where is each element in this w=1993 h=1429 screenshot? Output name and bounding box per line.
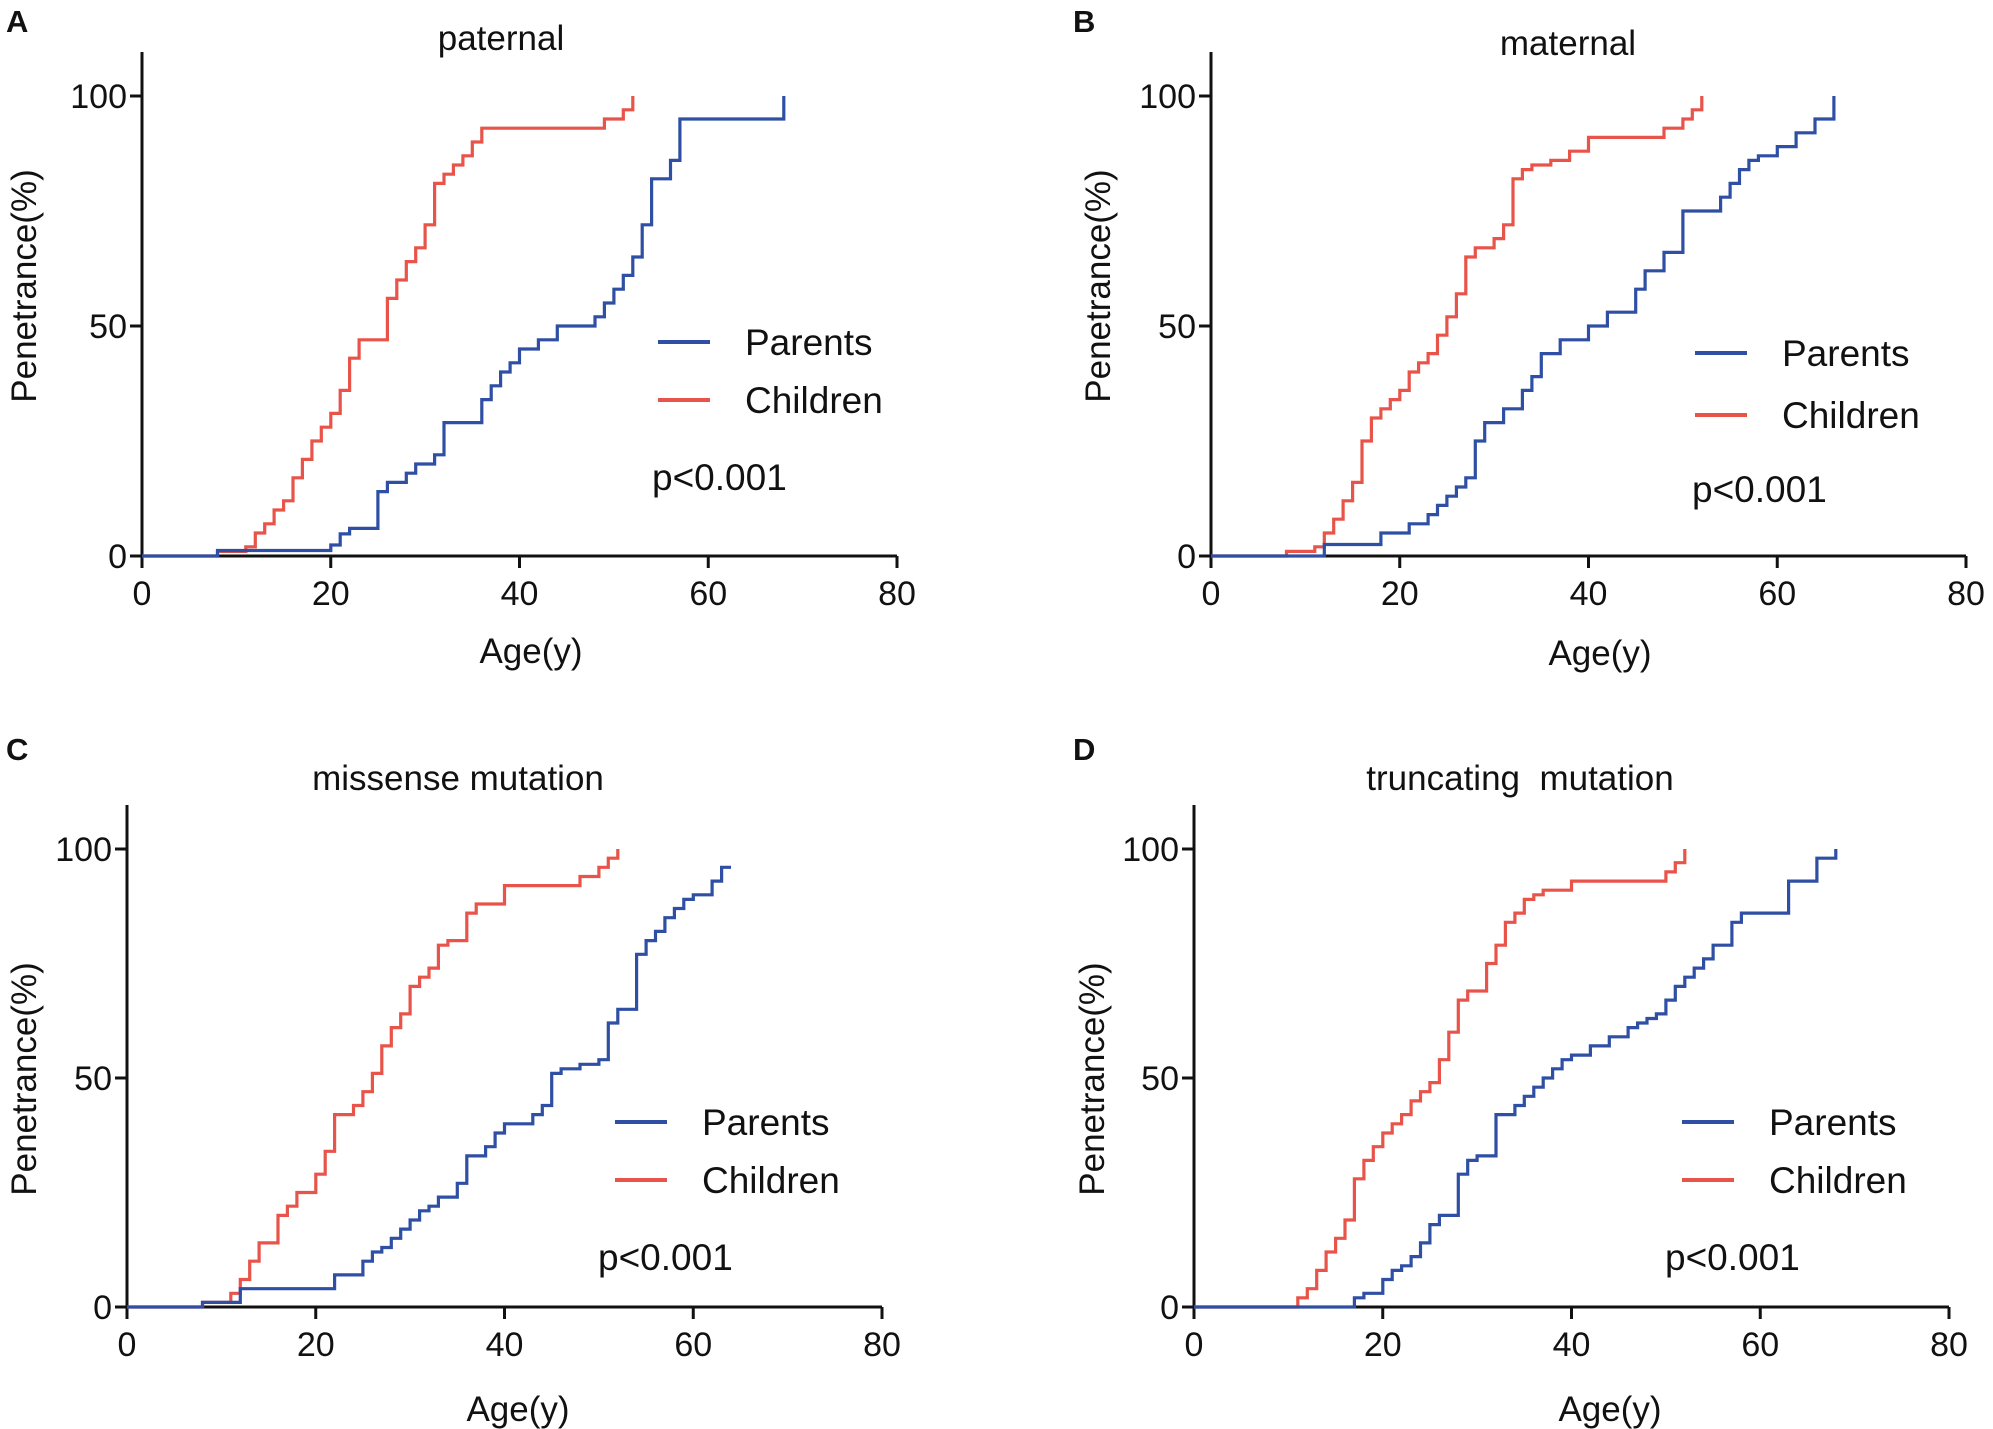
chart-title: missense mutation <box>312 759 604 798</box>
x-tick-label: 20 <box>297 1326 335 1364</box>
chart-title: truncating mutation <box>1366 759 1673 798</box>
y-axis-label: Penetrance(%) <box>1073 962 1112 1195</box>
y-tick-label: 50 <box>74 1060 112 1098</box>
panel-letter: D <box>1073 732 1095 767</box>
series-layer <box>142 96 786 558</box>
x-tick-label: 40 <box>1553 1326 1591 1364</box>
y-tick-label: 0 <box>1177 538 1196 576</box>
series-layer <box>1194 849 1838 1309</box>
y-tick-label: 50 <box>1158 308 1196 346</box>
x-tick-label: 40 <box>1570 575 1608 613</box>
y-tick-label: 100 <box>1122 831 1179 869</box>
x-axis-label: Age(y) <box>1548 634 1651 673</box>
x-axis-label: Age(y) <box>479 632 582 671</box>
legend-label-children: Children <box>745 380 883 421</box>
x-tick-label: 80 <box>1947 575 1985 613</box>
y-tick-label: 100 <box>70 78 127 116</box>
x-tick-label: 40 <box>501 575 539 613</box>
x-tick-label: 0 <box>1185 1326 1204 1364</box>
x-axis-label: Age(y) <box>1558 1390 1661 1429</box>
legend: Parents Children <box>1682 1102 1907 1201</box>
y-tick-label: 0 <box>93 1289 112 1327</box>
y-axis-label: Penetrance(%) <box>1079 169 1118 402</box>
legend-label-parents: Parents <box>1769 1102 1897 1143</box>
y-tick-label: 100 <box>55 831 112 869</box>
x-tick-label: 60 <box>1741 1326 1779 1364</box>
p-value-annotation: p<0.001 <box>1665 1237 1800 1278</box>
tick-group: 0 20 40 60 80 0 50 100 <box>1139 78 1985 613</box>
x-tick-label: 20 <box>1381 575 1419 613</box>
legend-label-parents: Parents <box>1782 333 1910 374</box>
x-tick-label: 60 <box>689 575 727 613</box>
panel-c: C missense mutation 0 20 40 60 80 0 50 100 Pene… <box>5 732 901 1429</box>
x-axis-label: Age(y) <box>466 1390 569 1429</box>
y-axis-label: Penetrance(%) <box>5 962 44 1195</box>
series-line-parents <box>142 96 786 558</box>
p-value-annotation: p<0.001 <box>652 457 787 498</box>
x-tick-label: 80 <box>863 1326 901 1364</box>
y-axis-label: Penetrance(%) <box>5 169 44 402</box>
panel-a: A paternal 0 20 40 60 80 0 50 100 Penetrance(%)… <box>5 4 916 671</box>
chart-title: paternal <box>438 19 564 58</box>
x-tick-label: 20 <box>1364 1326 1402 1364</box>
legend-label-children: Children <box>1769 1160 1907 1201</box>
panel-letter: A <box>6 4 28 39</box>
p-value-annotation: p<0.001 <box>598 1237 733 1278</box>
x-tick-label: 0 <box>1202 575 1221 613</box>
y-tick-label: 0 <box>108 538 127 576</box>
legend: Parents Children <box>658 322 883 421</box>
x-tick-label: 40 <box>486 1326 524 1364</box>
legend: Parents Children <box>1695 333 1920 436</box>
series-line-children <box>142 96 635 558</box>
y-tick-label: 100 <box>1139 78 1196 116</box>
series-layer <box>1211 96 1836 558</box>
x-tick-label: 0 <box>118 1326 137 1364</box>
legend-label-children: Children <box>702 1160 840 1201</box>
tick-group: 0 20 40 60 80 0 50 100 <box>70 78 916 613</box>
series-line-children <box>1211 96 1704 558</box>
y-tick-label: 0 <box>1160 1289 1179 1327</box>
y-tick-label: 50 <box>89 308 127 346</box>
legend-label-parents: Parents <box>745 322 873 363</box>
series-layer <box>127 849 731 1309</box>
panel-letter: B <box>1073 4 1095 39</box>
legend-label-children: Children <box>1782 395 1920 436</box>
series-line-children <box>127 849 620 1309</box>
x-tick-label: 80 <box>1930 1326 1968 1364</box>
series-line-parents <box>1194 849 1838 1309</box>
series-line-parents <box>1211 96 1836 558</box>
y-tick-label: 50 <box>1141 1060 1179 1098</box>
panel-b: B maternal 0 20 40 60 80 0 50 100 Penetrance(%)… <box>1073 4 1985 673</box>
x-tick-label: 60 <box>1758 575 1796 613</box>
x-tick-label: 0 <box>133 575 152 613</box>
x-tick-label: 20 <box>312 575 350 613</box>
chart-title: maternal <box>1500 24 1636 63</box>
tick-group: 0 20 40 60 80 0 50 100 <box>55 831 901 1364</box>
x-tick-label: 80 <box>878 575 916 613</box>
x-tick-label: 60 <box>674 1326 712 1364</box>
tick-group: 0 20 40 60 80 0 50 100 <box>1122 831 1968 1364</box>
series-line-children <box>1194 849 1687 1309</box>
p-value-annotation: p<0.001 <box>1692 469 1827 510</box>
legend: Parents Children <box>615 1102 840 1201</box>
panel-letter: C <box>6 732 28 767</box>
panel-d: D truncating mutation 0 20 40 60 80 0 50 100 Pe… <box>1073 732 1968 1429</box>
series-line-parents <box>127 865 731 1309</box>
legend-label-parents: Parents <box>702 1102 830 1143</box>
